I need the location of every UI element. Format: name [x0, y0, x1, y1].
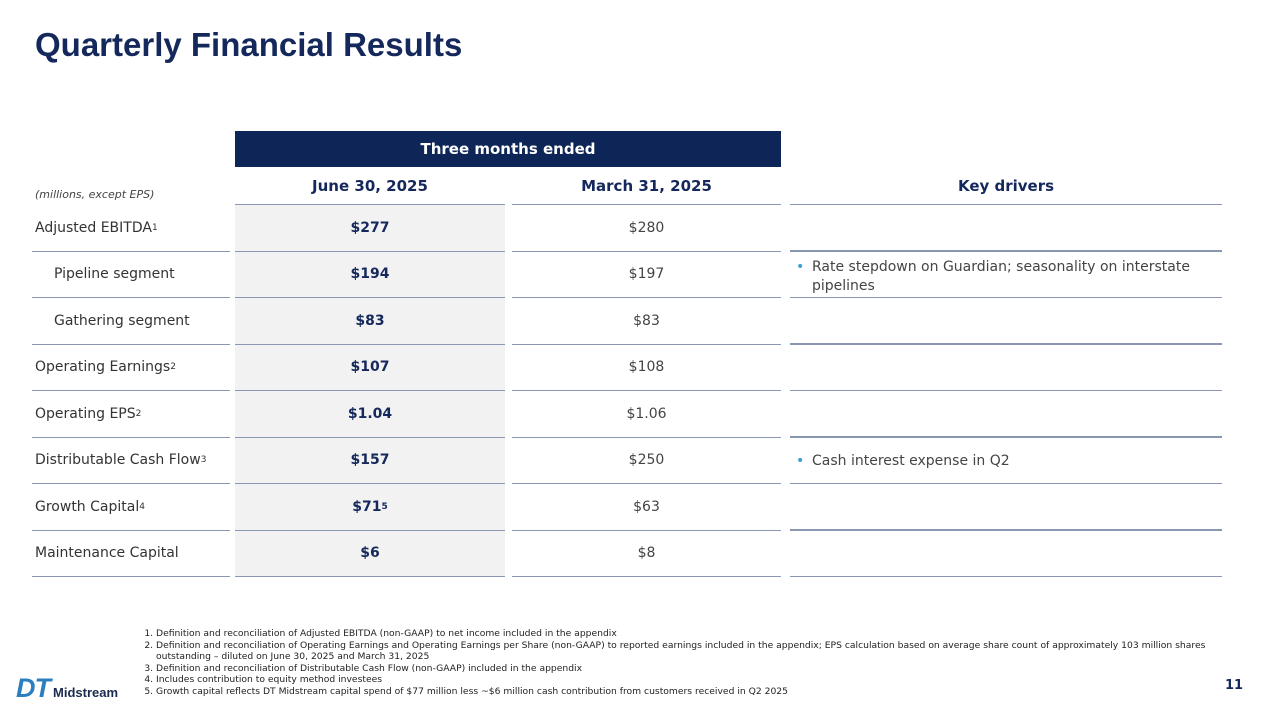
- cell-text: Operating Earnings: [35, 359, 171, 376]
- footnotes: Definition and reconciliation of Adjuste…: [136, 628, 1226, 697]
- row-line: [790, 529, 1222, 531]
- cell-text: $1.06: [626, 405, 667, 422]
- cell-text: $277: [350, 219, 390, 236]
- units-note: (millions, except EPS): [35, 188, 155, 201]
- footnote: Definition and reconciliation of Adjuste…: [156, 628, 1226, 640]
- cell-text: Growth Capital: [35, 498, 140, 515]
- prior-value: $280: [512, 205, 781, 252]
- footnote: Growth capital reflects DT Midstream cap…: [156, 686, 1226, 698]
- row-line: [790, 389, 1222, 391]
- cell-text: Distributable Cash Flow: [35, 452, 201, 469]
- prior-value: $83: [512, 298, 781, 345]
- cell-text: Pipeline segment: [54, 266, 175, 283]
- cell-text: Maintenance Capital: [35, 545, 179, 562]
- cell-text: $197: [628, 266, 665, 283]
- row-line: [790, 575, 1222, 577]
- cell-text: $63: [633, 498, 660, 515]
- slide-title: Quarterly Financial Results: [35, 26, 463, 63]
- column-header: Key drivers: [790, 167, 1222, 205]
- row-line: [790, 436, 1222, 438]
- row-line: [790, 250, 1222, 252]
- footnote-ref: 3: [200, 455, 207, 466]
- cell-text: $6: [360, 545, 380, 562]
- footnote-ref: 2: [170, 362, 176, 373]
- prior-value: $108: [512, 345, 781, 391]
- cell-text: Operating EPS: [35, 405, 136, 422]
- current-value: $83: [235, 298, 505, 345]
- row-label: Adjusted EBITDA 1: [32, 205, 230, 252]
- row-label: Growth Capital 4: [32, 484, 230, 531]
- footnote: Includes contribution to equity method i…: [156, 674, 1226, 686]
- row-line: [790, 343, 1222, 345]
- footnote-ref: 2: [135, 408, 142, 419]
- current-value: $1.04: [235, 391, 505, 438]
- cell-text: Gathering segment: [54, 312, 190, 329]
- cell-text: $83: [355, 312, 385, 329]
- cell-text: $8: [637, 545, 656, 562]
- logo-text: Midstream: [53, 685, 119, 700]
- footnote-ref: 5: [381, 501, 388, 512]
- cell-text: $157: [350, 452, 390, 469]
- key-driver: Cash interest expense in Q2: [794, 452, 1222, 471]
- row-label: Distributable Cash Flow 3: [32, 438, 230, 484]
- current-value: $71 5: [235, 484, 505, 531]
- prior-value: $8: [512, 531, 781, 577]
- current-value: $6: [235, 531, 505, 577]
- cell-text: $71: [352, 498, 382, 515]
- page-number: 11: [1225, 678, 1244, 693]
- current-value: $107: [235, 345, 505, 391]
- row-label: Operating EPS 2: [32, 391, 230, 438]
- footnote-ref: 4: [139, 501, 145, 512]
- row-label: Gathering segment: [32, 298, 230, 345]
- cell-text: $280: [628, 219, 665, 236]
- row-label: Maintenance Capital: [32, 531, 230, 577]
- prior-value: $63: [512, 484, 781, 531]
- logo: DT Midstream: [16, 673, 118, 704]
- current-value: $157: [235, 438, 505, 484]
- prior-value: $197: [512, 252, 781, 298]
- prior-value: $250: [512, 438, 781, 484]
- footnote: Definition and reconciliation of Distrib…: [156, 663, 1226, 675]
- row-line: [790, 482, 1222, 484]
- column-header: March 31, 2025: [512, 167, 781, 205]
- column-shade: [235, 205, 505, 577]
- current-value: $277: [235, 205, 505, 252]
- cell-text: $194: [350, 266, 390, 283]
- cell-text: $107: [350, 359, 390, 376]
- cell-text: $108: [628, 359, 665, 376]
- key-driver: Rate stepdown on Guardian; seasonality o…: [794, 258, 1222, 296]
- row-line: [790, 296, 1222, 298]
- group-header: Three months ended: [235, 131, 781, 167]
- cell-text: $83: [633, 312, 660, 329]
- current-value: $194: [235, 252, 505, 298]
- row-label: Operating Earnings 2: [32, 345, 230, 391]
- footnote-ref: 1: [151, 222, 158, 233]
- column-header: June 30, 2025: [235, 167, 505, 205]
- cell-text: $250: [628, 452, 665, 469]
- logo-mark: DT: [16, 673, 51, 703]
- cell-text: $1.04: [347, 405, 393, 422]
- row-label: Pipeline segment: [32, 252, 230, 298]
- prior-value: $1.06: [512, 391, 781, 438]
- cell-text: Adjusted EBITDA: [35, 219, 152, 236]
- footnote: Definition and reconciliation of Operati…: [156, 640, 1226, 663]
